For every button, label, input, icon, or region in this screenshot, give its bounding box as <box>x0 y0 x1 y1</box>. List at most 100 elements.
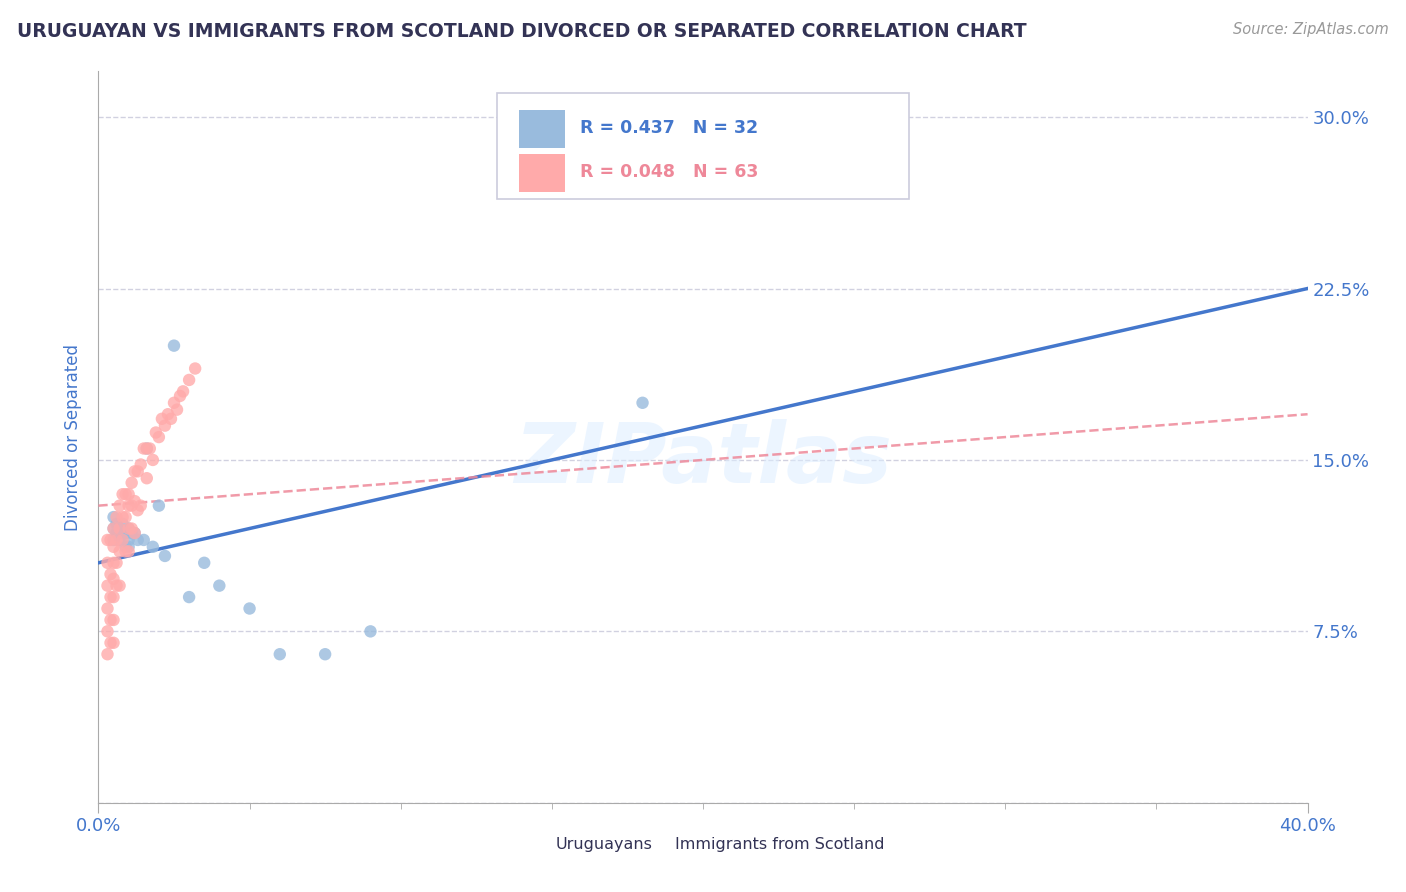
Point <box>873 110 896 124</box>
Point <box>148 430 170 444</box>
Point <box>118 487 141 501</box>
Point <box>121 475 143 490</box>
Point <box>153 418 176 433</box>
Point <box>135 442 157 456</box>
Point <box>96 624 118 639</box>
Point <box>103 572 125 586</box>
Point <box>108 521 131 535</box>
Point <box>114 544 136 558</box>
Point <box>111 533 134 547</box>
Point <box>163 338 186 352</box>
Point <box>127 464 149 478</box>
Point <box>631 396 654 410</box>
Point <box>124 464 146 478</box>
Point <box>108 544 131 558</box>
Point <box>118 540 141 554</box>
Point <box>127 533 149 547</box>
Point <box>269 647 291 661</box>
Point <box>108 579 131 593</box>
Point <box>132 533 155 547</box>
Point <box>111 516 134 531</box>
Point <box>121 526 143 541</box>
Point <box>103 533 125 547</box>
Text: URUGUAYAN VS IMMIGRANTS FROM SCOTLAND DIVORCED OR SEPARATED CORRELATION CHART: URUGUAYAN VS IMMIGRANTS FROM SCOTLAND DI… <box>17 22 1026 41</box>
Point <box>121 521 143 535</box>
Point <box>193 556 215 570</box>
Point <box>179 373 201 387</box>
Text: Immigrants from Scotland: Immigrants from Scotland <box>675 838 884 852</box>
Point <box>208 579 231 593</box>
Point <box>142 540 165 554</box>
Point <box>96 556 118 570</box>
Text: Source: ZipAtlas.com: Source: ZipAtlas.com <box>1233 22 1389 37</box>
Point <box>239 601 262 615</box>
Point <box>103 613 125 627</box>
Point <box>111 510 134 524</box>
Point <box>163 396 186 410</box>
FancyBboxPatch shape <box>519 154 565 192</box>
Point <box>108 499 131 513</box>
Point <box>139 442 162 456</box>
Point <box>114 487 136 501</box>
Point <box>118 521 141 535</box>
Point <box>103 521 125 535</box>
Point <box>105 526 128 541</box>
Point <box>135 471 157 485</box>
Point <box>314 647 336 661</box>
Point <box>114 526 136 541</box>
Point <box>124 494 146 508</box>
Point <box>105 533 128 547</box>
Point <box>156 407 179 421</box>
Point <box>179 590 201 604</box>
Point <box>96 647 118 661</box>
Point <box>124 526 146 541</box>
Point <box>124 526 146 541</box>
Point <box>100 590 122 604</box>
Point <box>121 499 143 513</box>
Point <box>103 590 125 604</box>
Point <box>103 540 125 554</box>
Point <box>150 412 173 426</box>
Point <box>100 567 122 582</box>
Point <box>111 526 134 541</box>
Point <box>142 453 165 467</box>
Point <box>114 510 136 524</box>
Point <box>103 521 125 535</box>
Point <box>105 510 128 524</box>
Point <box>105 556 128 570</box>
Text: R = 0.048   N = 63: R = 0.048 N = 63 <box>579 163 758 181</box>
FancyBboxPatch shape <box>519 110 565 148</box>
Point <box>118 544 141 558</box>
Point <box>96 533 118 547</box>
Text: R = 0.437   N = 32: R = 0.437 N = 32 <box>579 120 758 137</box>
Point <box>114 540 136 554</box>
Point <box>132 442 155 456</box>
Point <box>103 510 125 524</box>
Point <box>111 487 134 501</box>
Point <box>108 533 131 547</box>
Point <box>103 556 125 570</box>
Point <box>100 533 122 547</box>
Point <box>166 402 188 417</box>
Point <box>108 521 131 535</box>
Point <box>96 601 118 615</box>
Point <box>127 503 149 517</box>
Point <box>172 384 194 399</box>
Point <box>118 499 141 513</box>
Point <box>118 521 141 535</box>
Point <box>360 624 382 639</box>
Point <box>145 425 167 440</box>
Point <box>148 499 170 513</box>
Point <box>153 549 176 563</box>
Point <box>135 442 157 456</box>
Text: Uruguayans: Uruguayans <box>555 838 652 852</box>
Point <box>105 579 128 593</box>
Point <box>169 389 191 403</box>
Point <box>96 579 118 593</box>
Point <box>129 458 152 472</box>
Point <box>118 533 141 547</box>
Y-axis label: Divorced or Separated: Divorced or Separated <box>65 343 83 531</box>
Point <box>129 499 152 513</box>
Point <box>100 636 122 650</box>
Text: ZIPatlas: ZIPatlas <box>515 418 891 500</box>
